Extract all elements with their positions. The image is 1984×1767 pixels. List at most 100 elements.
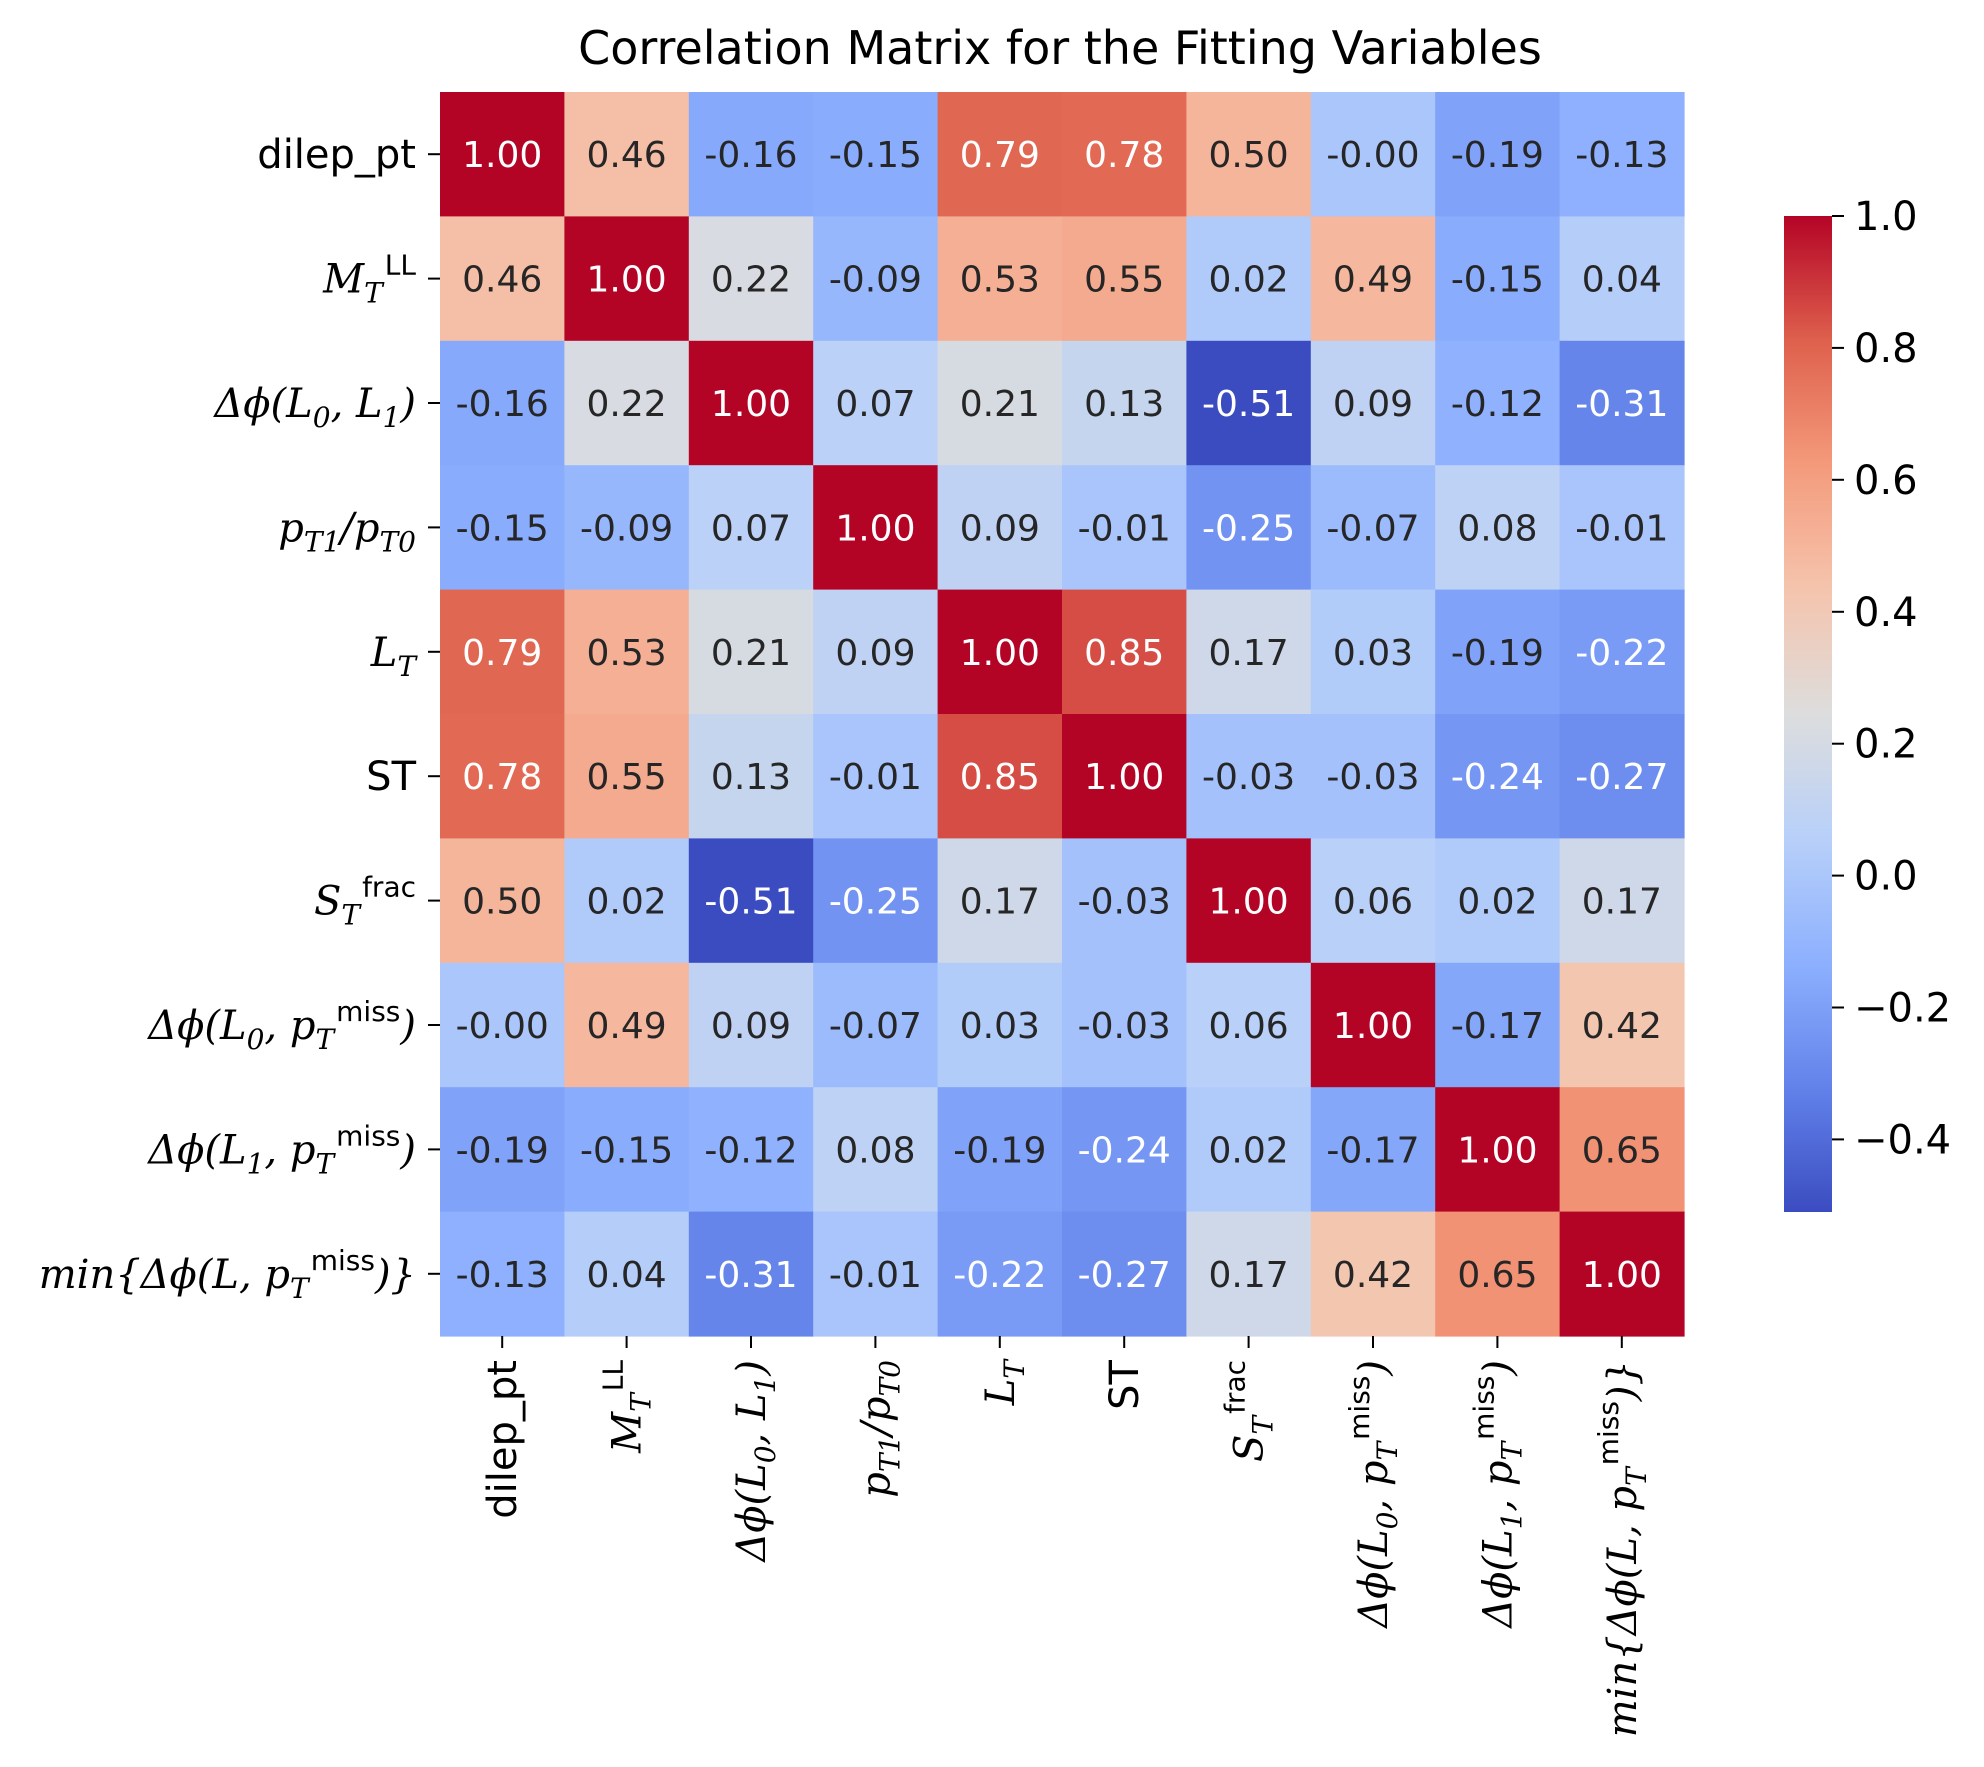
- cell-value-label: -0.03: [1078, 882, 1171, 923]
- colorbar-tick-label: −0.4: [1854, 1117, 1951, 1163]
- cell-value-label: 0.42: [1582, 1006, 1662, 1047]
- heatmap-cell: [1310, 1211, 1436, 1337]
- cell-value-label: 0.46: [587, 135, 667, 176]
- x-tick-label: MTLL: [597, 1360, 658, 1454]
- heatmap-cell: [688, 714, 814, 839]
- cell-value-label: -0.12: [1451, 384, 1544, 425]
- cell-value-label: -0.31: [704, 1255, 797, 1296]
- cell-value-label: 1.00: [711, 384, 791, 425]
- heatmap-cell: [813, 714, 939, 839]
- colorbar-tick-label: 0.8: [1854, 326, 1918, 372]
- cell-value-label: 1.00: [1457, 1130, 1537, 1171]
- heatmap-cell: [1559, 1211, 1685, 1337]
- cell-value-label: 0.02: [1209, 260, 1289, 301]
- cell-value-label: 0.49: [1333, 260, 1413, 301]
- heatmap-cell: [937, 92, 1063, 217]
- heatmap-cell: [1559, 340, 1685, 466]
- cell-value-label: -0.15: [829, 135, 922, 176]
- heatmap-cell: [1186, 838, 1312, 964]
- colorbar-tick-label: 0.4: [1854, 590, 1918, 636]
- cell-value-label: -0.19: [1451, 135, 1544, 176]
- cell-value-label: 0.17: [1582, 882, 1662, 923]
- x-tick-label: dilep_pt: [480, 1360, 526, 1519]
- cell-value-label: 0.22: [587, 384, 667, 425]
- cell-value-label: -0.17: [1326, 1130, 1419, 1171]
- heatmap-cell: [1062, 589, 1187, 715]
- cell-value-label: 0.42: [1333, 1255, 1413, 1296]
- cell-value-label: -0.16: [704, 135, 797, 176]
- heatmap-cell: [688, 1211, 814, 1337]
- heatmap-cell: [1062, 216, 1187, 342]
- heatmap-cell: [688, 589, 814, 715]
- heatmap-cell: [440, 340, 565, 466]
- heatmap-cell: [1186, 340, 1312, 466]
- heatmap-cell: [1435, 589, 1561, 715]
- cell-value-label: 1.00: [587, 260, 667, 301]
- cell-value-label: 0.03: [1333, 633, 1413, 674]
- y-tick-label: dilep_pt: [257, 132, 416, 178]
- cell-value-label: -0.01: [829, 1255, 922, 1296]
- cell-value-label: 0.13: [711, 757, 791, 798]
- cell-value-label: 0.04: [587, 1255, 667, 1296]
- cell-value-label: -0.27: [1575, 757, 1668, 798]
- cell-value-label: 0.06: [1333, 882, 1413, 923]
- heatmap-cell: [813, 216, 939, 342]
- heatmap-cell: [937, 1087, 1063, 1213]
- heatmap-cell: [1559, 589, 1685, 715]
- heatmap-cell: [1062, 962, 1187, 1088]
- cell-value-label: 0.09: [1333, 384, 1413, 425]
- heatmap-cell: [1062, 340, 1187, 466]
- x-tick-label: LT: [978, 1358, 1031, 1407]
- heatmap-cell: [937, 1211, 1063, 1337]
- heatmap-cell: [1559, 465, 1685, 591]
- colorbar-gradient: [1784, 216, 1832, 1212]
- cell-value-label: -0.15: [456, 508, 549, 549]
- x-tick-label: STfrac: [1219, 1360, 1280, 1462]
- cell-value-label: 0.17: [1209, 1255, 1289, 1296]
- heatmap-cell: [440, 92, 565, 217]
- cell-value-label: 0.09: [960, 508, 1040, 549]
- heatmap-cell: [937, 962, 1063, 1088]
- cell-value-label: -0.15: [580, 1130, 673, 1171]
- x-tick-label: Δϕ(L0, L1): [729, 1360, 782, 1564]
- cell-value-label: 0.55: [587, 757, 667, 798]
- cell-value-label: -0.25: [829, 882, 922, 923]
- heatmap-cell: [440, 838, 565, 964]
- cell-value-label: 0.07: [835, 384, 915, 425]
- cell-value-label: -0.16: [456, 384, 549, 425]
- x-tick-label: pT1/pT0: [853, 1360, 906, 1498]
- cell-value-label: 0.08: [1457, 508, 1537, 549]
- heatmap-cell: [564, 589, 690, 715]
- cell-value-label: -0.19: [1451, 633, 1544, 674]
- heatmap-cell: [440, 216, 565, 342]
- cell-value-label: 0.21: [711, 633, 791, 674]
- cell-value-label: 0.08: [835, 1130, 915, 1171]
- y-axis: dilep_pt MTLL Δϕ(L0, L1) pT1/pT0 LT ST STfrac Δ…: [39, 132, 440, 1305]
- heatmap-cell: [564, 1211, 690, 1337]
- heatmap-cell: [440, 714, 565, 839]
- cell-value-label: 0.02: [1457, 882, 1537, 923]
- cell-value-label: -0.01: [1078, 508, 1171, 549]
- heatmap-cell: [937, 838, 1063, 964]
- cell-value-label: 0.03: [960, 1006, 1040, 1047]
- heatmap-cell: [1310, 714, 1436, 839]
- cell-value-label: -0.51: [1202, 384, 1295, 425]
- cell-value-label: -0.24: [1078, 1130, 1171, 1171]
- cell-value-label: 0.50: [1209, 135, 1289, 176]
- cell-value-label: -0.12: [704, 1130, 797, 1171]
- x-axis: dilep_pt MTLL Δϕ(L0, L1) pT1/pT0 LT ST STfrac Δ…: [480, 1336, 1653, 1737]
- x-tick-label: Δϕ(L1, pTmiss): [1467, 1360, 1528, 1630]
- heatmap-cell: [1435, 340, 1561, 466]
- y-tick-label: Δϕ(L1, pTmiss): [146, 1119, 416, 1180]
- heatmap-cell: [564, 714, 690, 839]
- heatmap-cell: [440, 1211, 565, 1337]
- colorbar: 1.0 0.8 0.6 0.4 0.2 0.0 −0.2 −0.4: [1784, 194, 1951, 1212]
- cell-value-label: -0.51: [704, 882, 797, 923]
- heatmap-cell: [1435, 714, 1561, 839]
- cell-value-label: 1.00: [960, 633, 1040, 674]
- heatmap-cell: [440, 1087, 565, 1213]
- heatmap-cell: [564, 216, 690, 342]
- heatmap-cell: [564, 92, 690, 217]
- cell-value-label: 0.50: [462, 882, 542, 923]
- heatmap-cell: [1559, 838, 1685, 964]
